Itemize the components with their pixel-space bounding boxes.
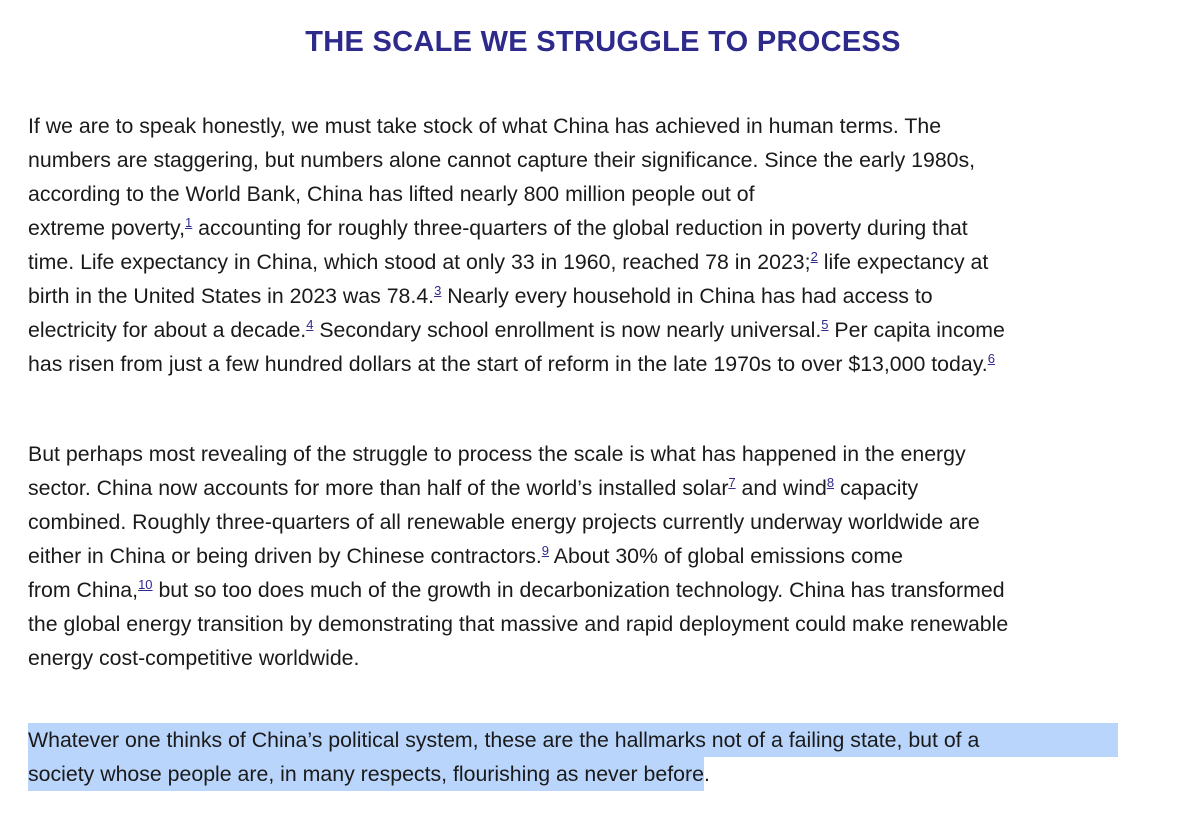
text-line: according to the World Bank, China has l… [28,182,755,206]
text-segment: extreme poverty, [28,216,186,240]
text-segment: . [703,762,710,786]
text-line: If we are to speak honestly, we must tak… [28,114,942,138]
text-line: extreme poverty,1 accounting for roughly… [28,211,1178,245]
footnote-link-10[interactable]: 10 [138,577,153,592]
text-line: from China,10 but so too does much of th… [28,573,1178,607]
text-line: has risen from just a few hundred dollar… [28,347,1178,381]
footnote-link-5[interactable]: 5 [821,317,829,332]
text-segment: either in China or being driven by Chine… [28,544,542,568]
footnote-link-8[interactable]: 8 [826,475,835,490]
text-segment: sector. China now accounts for more than… [28,476,729,500]
paragraph-1: If we are to speak honestly, we must tak… [28,109,1178,381]
text-line: sector. China now accounts for more than… [28,471,1178,505]
text-line: But perhaps most revealing of the strugg… [28,442,966,466]
text-segment: and wind [735,476,827,500]
text-segment: Per capita income [828,318,1005,342]
text-line: electricity for about a decade.4 Seconda… [28,313,1178,347]
footnote-link-3[interactable]: 3 [434,283,442,298]
paragraph-2: But perhaps most revealing of the strugg… [28,437,1178,675]
text-segment: capacity [834,476,919,500]
text-line: time. Life expectancy in China, which st… [28,245,1178,279]
footnote-link-4[interactable]: 4 [306,317,314,332]
text-segment: time. Life expectancy in China, which st… [28,250,811,274]
text-segment: Secondary school enrollment is now nearl… [313,318,822,342]
text-line: either in China or being driven by Chine… [28,539,1178,573]
text-segment: from China, [28,578,139,602]
text-segment: Nearly every household in China has had … [441,284,933,308]
section-title: THE SCALE WE STRUGGLE TO PROCESS [305,26,901,58]
text-segment: but so too does much of the growth in de… [152,578,1005,602]
footnote-link-9[interactable]: 9 [541,543,550,558]
text-line: birth in the United States in 2023 was 7… [28,279,1178,313]
footnote-link-1[interactable]: 1 [185,215,193,230]
footnote-link-7[interactable]: 7 [728,475,736,490]
footnote-link-6[interactable]: 6 [987,351,995,366]
text-line: energy cost-competitive worldwide. [28,646,360,670]
highlighted-text-line[interactable]: society whose people are, in many respec… [28,757,704,791]
text-line: the global energy transition by demonstr… [28,612,1009,636]
paragraph-3-highlighted: Whatever one thinks of China’s political… [28,723,1178,791]
footnote-link-2[interactable]: 2 [810,249,818,264]
text-segment: life expectancy at [817,250,989,274]
text-segment: has risen from just a few hundred dollar… [28,352,988,376]
text-segment: accounting for roughly three-quarters of… [192,216,968,240]
text-segment: electricity for about a decade. [28,318,307,342]
text-segment: birth in the United States in 2023 was 7… [28,284,435,308]
highlighted-text-line[interactable]: Whatever one thinks of China’s political… [28,723,1118,757]
text-segment: About 30% of global emissions come [549,544,903,568]
text-line: numbers are staggering, but numbers alon… [28,148,976,172]
text-line: combined. Roughly three-quarters of all … [28,510,980,534]
